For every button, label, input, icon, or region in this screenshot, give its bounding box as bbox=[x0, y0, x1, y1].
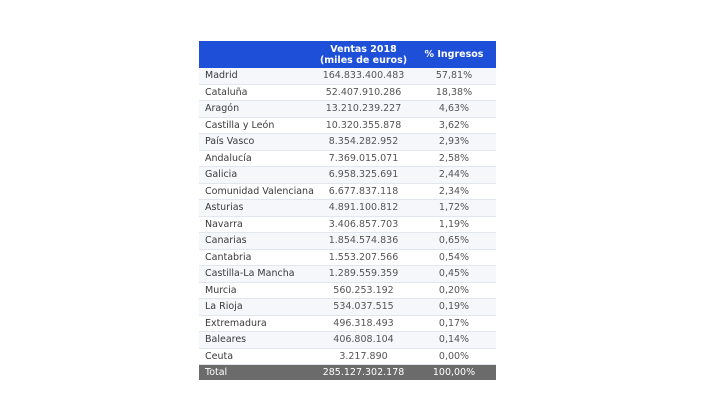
total-label: Total bbox=[199, 364, 315, 380]
row-region: Baleares bbox=[199, 331, 315, 349]
sales-by-region-table: Ventas 2018 (miles de euros) % Ingresos … bbox=[199, 41, 496, 380]
total-row: Total 285.127.302.178 100,00% bbox=[199, 364, 496, 380]
row-percent: 18,38% bbox=[412, 84, 496, 101]
header-row: Ventas 2018 (miles de euros) % Ingresos bbox=[199, 41, 496, 68]
row-percent: 2,93% bbox=[412, 133, 496, 151]
table-row: Andalucía 7.369.015.071 2,58% bbox=[199, 150, 496, 167]
header-sales-line1: Ventas 2018 bbox=[330, 43, 397, 55]
table-row: Extremadura 496.318.493 0,17% bbox=[199, 315, 496, 332]
row-percent: 0,54% bbox=[412, 249, 496, 266]
table-row: Murcia 560.253.192 0,20% bbox=[199, 282, 496, 299]
row-percent: 0,14% bbox=[412, 331, 496, 349]
table-row: Castilla y León 10.320.355.878 3,62% bbox=[199, 117, 496, 134]
table-row: Madrid 164.833.400.483 57,81% bbox=[199, 68, 496, 85]
header-percent: % Ingresos bbox=[412, 41, 496, 68]
table-row: Castilla-La Mancha 1.289.559.359 0,45% bbox=[199, 265, 496, 283]
row-region: Ceuta bbox=[199, 348, 315, 365]
row-percent: 0,65% bbox=[412, 232, 496, 250]
row-percent: 2,34% bbox=[412, 183, 496, 200]
total-percent: 100,00% bbox=[412, 364, 496, 380]
row-region: Castilla y León bbox=[199, 117, 315, 134]
row-region: Madrid bbox=[199, 68, 315, 85]
row-region: País Vasco bbox=[199, 133, 315, 151]
row-sales: 6.677.837.118 bbox=[315, 183, 412, 200]
table-row: Cataluña 52.407.910.286 18,38% bbox=[199, 84, 496, 101]
table-row: La Rioja 534.037.515 0,19% bbox=[199, 298, 496, 316]
table-row: País Vasco 8.354.282.952 2,93% bbox=[199, 133, 496, 151]
row-region: Asturias bbox=[199, 199, 315, 217]
row-sales: 4.891.100.812 bbox=[315, 199, 412, 217]
header-region bbox=[199, 41, 315, 68]
row-region: Cataluña bbox=[199, 84, 315, 101]
row-percent: 2,58% bbox=[412, 150, 496, 167]
table-row: Galicia 6.958.325.691 2,44% bbox=[199, 166, 496, 184]
row-percent: 4,63% bbox=[412, 100, 496, 118]
row-percent: 57,81% bbox=[412, 68, 496, 85]
table-row: Canarias 1.854.574.836 0,65% bbox=[199, 232, 496, 250]
row-region: Murcia bbox=[199, 282, 315, 299]
row-sales: 8.354.282.952 bbox=[315, 133, 412, 151]
row-region: Cantabria bbox=[199, 249, 315, 266]
row-region: Aragón bbox=[199, 100, 315, 118]
row-sales: 496.318.493 bbox=[315, 315, 412, 332]
sales-table-container: Ventas 2018 (miles de euros) % Ingresos … bbox=[199, 41, 496, 380]
row-sales: 52.407.910.286 bbox=[315, 84, 412, 101]
row-region: Comunidad Valenciana bbox=[199, 183, 315, 200]
table-row: Cantabria 1.553.207.566 0,54% bbox=[199, 249, 496, 266]
row-region: Navarra bbox=[199, 216, 315, 233]
table-row: Asturias 4.891.100.812 1,72% bbox=[199, 199, 496, 217]
row-region: Galicia bbox=[199, 166, 315, 184]
header-sales: Ventas 2018 (miles de euros) bbox=[315, 41, 412, 68]
row-percent: 0,00% bbox=[412, 348, 496, 365]
row-region: Castilla-La Mancha bbox=[199, 265, 315, 283]
row-region: Extremadura bbox=[199, 315, 315, 332]
table-row: Comunidad Valenciana 6.677.837.118 2,34% bbox=[199, 183, 496, 200]
table-row: Ceuta 3.217.890 0,00% bbox=[199, 348, 496, 365]
row-sales: 3.217.890 bbox=[315, 348, 412, 365]
row-percent: 0,19% bbox=[412, 298, 496, 316]
row-percent: 0,17% bbox=[412, 315, 496, 332]
table-body: Madrid 164.833.400.483 57,81% Cataluña 52.40… bbox=[199, 68, 496, 365]
table-footer: Total 285.127.302.178 100,00% bbox=[199, 364, 496, 380]
row-sales: 1.289.559.359 bbox=[315, 265, 412, 283]
row-sales: 406.808.104 bbox=[315, 331, 412, 349]
row-sales: 534.037.515 bbox=[315, 298, 412, 316]
row-sales: 164.833.400.483 bbox=[315, 68, 412, 85]
row-percent: 2,44% bbox=[412, 166, 496, 184]
row-percent: 1,19% bbox=[412, 216, 496, 233]
row-percent: 0,45% bbox=[412, 265, 496, 283]
row-sales: 13.210.239.227 bbox=[315, 100, 412, 118]
total-sales: 285.127.302.178 bbox=[315, 364, 412, 380]
row-sales: 10.320.355.878 bbox=[315, 117, 412, 134]
header-sales-line2: (miles de euros) bbox=[319, 54, 408, 66]
row-sales: 1.854.574.836 bbox=[315, 232, 412, 250]
row-region: Andalucía bbox=[199, 150, 315, 167]
row-sales: 6.958.325.691 bbox=[315, 166, 412, 184]
table-row: Navarra 3.406.857.703 1,19% bbox=[199, 216, 496, 233]
table-header: Ventas 2018 (miles de euros) % Ingresos bbox=[199, 41, 496, 68]
table-row: Aragón 13.210.239.227 4,63% bbox=[199, 100, 496, 118]
row-sales: 7.369.015.071 bbox=[315, 150, 412, 167]
row-percent: 1,72% bbox=[412, 199, 496, 217]
row-region: La Rioja bbox=[199, 298, 315, 316]
table-row: Baleares 406.808.104 0,14% bbox=[199, 331, 496, 349]
row-sales: 1.553.207.566 bbox=[315, 249, 412, 266]
row-region: Canarias bbox=[199, 232, 315, 250]
row-sales: 560.253.192 bbox=[315, 282, 412, 299]
row-percent: 0,20% bbox=[412, 282, 496, 299]
row-percent: 3,62% bbox=[412, 117, 496, 134]
row-sales: 3.406.857.703 bbox=[315, 216, 412, 233]
